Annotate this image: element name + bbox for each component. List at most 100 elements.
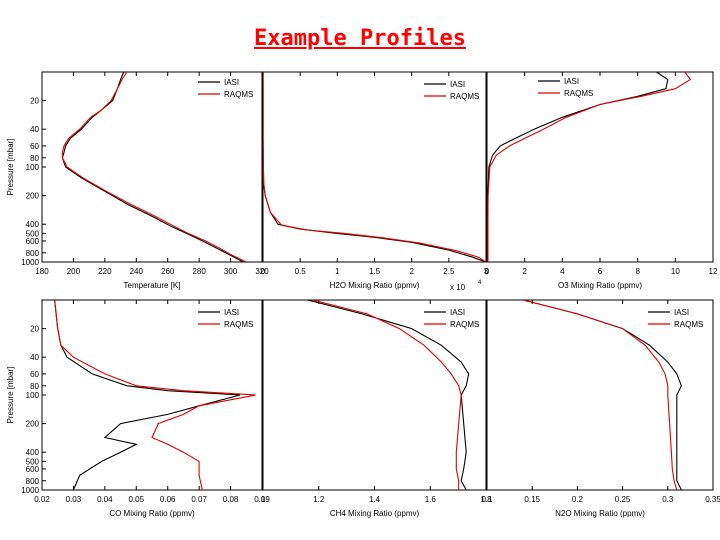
panel-6-x-label: N2O Mixing Ratio (ppmv) — [555, 509, 645, 518]
panel-1-x-tick-label: 200 — [67, 267, 81, 276]
panel-6-series-iasi-line — [523, 300, 683, 490]
panel-1-y-tick-label: 40 — [30, 125, 39, 134]
panel-6-legend-label-raqms: RAQMS — [674, 320, 703, 329]
panel-5-x-tick-label: 1.2 — [313, 495, 325, 504]
panel-5-x-tick-label: 1.6 — [425, 495, 437, 504]
panel-4-x-tick-label: 0.07 — [191, 495, 207, 504]
panel-4-y-tick-label: 40 — [30, 353, 39, 362]
panel-1-x-tick-label: 260 — [161, 267, 175, 276]
panel-1-legend-label-iasi: IASI — [224, 78, 239, 87]
panel-1-y-label: Pressure [mbar] — [6, 139, 15, 196]
panel-2-x-label: H2O Mixing Ratio (ppmv) — [330, 281, 420, 290]
panel-6-x-tick-label: 0.3 — [662, 495, 674, 504]
panel-6-x-tick-label: 0.15 — [524, 495, 540, 504]
panel-4-x-tick-label: 0.02 — [34, 495, 50, 504]
panel-1-frame — [41, 71, 263, 263]
panel-1-x-tick-label: 220 — [98, 267, 112, 276]
panel-4-y-tick-label: 600 — [26, 465, 40, 474]
panel-4-y-tick-label: 200 — [26, 420, 40, 429]
panel-6-series-raqms-line — [523, 300, 678, 490]
panel-1-series-iasi-line — [61, 72, 244, 262]
panel-1-x-tick-label: 280 — [192, 267, 206, 276]
panel-4-y-tick-label: 1000 — [21, 486, 39, 495]
panel-1-x-label: Temperature [K] — [124, 281, 181, 290]
panel-5-x-label: CH4 Mixing Ratio (ppmv) — [330, 509, 420, 518]
panel-3-x-tick-label: 0 — [485, 267, 490, 276]
panel-3-x-tick-label: 4 — [560, 267, 565, 276]
panel-4-x-label: CO Mixing Ratio (ppmv) — [109, 509, 195, 518]
panel-3-series-iasi-line — [487, 72, 669, 262]
panel-2-x-tick-label: 2 — [409, 267, 414, 276]
panel-2-x-tick-label: 0 — [261, 267, 266, 276]
panel-5-x-tick-label: 1.4 — [369, 495, 381, 504]
panel-4-x-tick-label: 0.09 — [254, 495, 270, 504]
panel-1-y-tick-label: 200 — [26, 192, 40, 201]
panel-4-series-iasi-line — [54, 300, 241, 490]
panel-1-y-tick-label: 100 — [26, 163, 40, 172]
panel-5-series-raqms-line — [312, 300, 462, 490]
panel-2-legend-label-iasi: IASI — [450, 80, 465, 89]
panel-2-x-tick-label: 0.5 — [295, 267, 307, 276]
panel-6-x-tick-label: 0.1 — [481, 495, 493, 504]
panel-1-y-tick-label: 800 — [26, 249, 40, 258]
panel-3-x-tick-label: 12 — [709, 267, 718, 276]
panel-2-x-exponent: x 10 — [450, 283, 466, 292]
panel-4-y-tick-label: 500 — [26, 457, 40, 466]
panel-6-x-tick-label: 0.25 — [615, 495, 631, 504]
panel-4-y-label: Pressure [mbar] — [6, 367, 15, 424]
panel-3-legend-label-raqms: RAQMS — [564, 89, 593, 98]
panel-3-legend-label-iasi: IASI — [564, 77, 579, 86]
panel-2-x-tick-label: 2.5 — [443, 267, 455, 276]
panel-4-y-tick-label: 20 — [30, 325, 39, 334]
panel-1-y-tick-label: 500 — [26, 229, 40, 238]
panel-4-legend-label-iasi: IASI — [224, 308, 239, 317]
panel-6-legend-label-iasi: IASI — [674, 308, 689, 317]
panel-3-x-tick-label: 10 — [671, 267, 680, 276]
panel-1-y-tick-label: 400 — [26, 220, 40, 229]
panel-2-series-raqms-line — [263, 72, 486, 262]
panel-4-x-tick-label: 0.04 — [97, 495, 113, 504]
panel-4-y-tick-label: 80 — [30, 382, 39, 391]
panel-6-x-tick-label: 0.2 — [572, 495, 584, 504]
panel-1-x-tick-label: 320 — [255, 267, 269, 276]
panel-2-legend-label-raqms: RAQMS — [450, 92, 479, 101]
panel-3-series-raqms-line — [487, 72, 692, 262]
panel-4-y-tick-label: 60 — [30, 370, 39, 379]
panel-5-legend-label-iasi: IASI — [450, 308, 465, 317]
panel-3-x-tick-label: 2 — [522, 267, 527, 276]
panel-1-y-tick-label: 600 — [26, 237, 40, 246]
panel-4-x-tick-label: 0.05 — [128, 495, 144, 504]
panel-5-x-tick-label: 1.8 — [480, 495, 492, 504]
panel-3-x-tick-label: 8 — [635, 267, 640, 276]
panel-4-x-tick-label: 0.06 — [160, 495, 176, 504]
panel-3-x-tick-label: 6 — [598, 267, 603, 276]
panel-1-y-tick-label: 80 — [30, 154, 39, 163]
panel-1-x-tick-label: 240 — [130, 267, 144, 276]
panel-4-y-tick-label: 800 — [26, 477, 40, 486]
panel-3-x-label: O3 Mixing Ratio (ppmv) — [558, 281, 642, 290]
panel-4-x-tick-label: 0.08 — [223, 495, 239, 504]
panel-1-y-tick-label: 1000 — [21, 258, 39, 267]
panel-3-frame — [486, 71, 714, 263]
panel-6-frame — [486, 299, 714, 491]
panel-2-x-tick-label: 1 — [335, 267, 340, 276]
panel-5-legend-label-raqms: RAQMS — [450, 320, 479, 329]
panel-5-x-tick-label: 1 — [261, 495, 266, 504]
panel-1-x-tick-label: 300 — [224, 267, 238, 276]
panel-4-legend-label-raqms: RAQMS — [224, 320, 253, 329]
panel-2-x-tick-label: 1.5 — [369, 267, 381, 276]
panel-2-x-tick-label: 3 — [484, 267, 489, 276]
panel-1-x-tick-label: 180 — [35, 267, 49, 276]
panel-4-x-tick-label: 0.03 — [66, 495, 82, 504]
panel-1-legend-label-raqms: RAQMS — [224, 90, 253, 99]
panel-1-series-raqms-line — [61, 72, 247, 262]
panel-2-x-exponent-power: 4 — [478, 280, 482, 286]
panel-4-y-tick-label: 100 — [26, 391, 40, 400]
panel-4-series-raqms-line — [54, 300, 256, 490]
panel-5-series-iasi-line — [307, 300, 470, 490]
panel-4-y-tick-label: 400 — [26, 448, 40, 457]
panel-1-y-tick-label: 60 — [30, 142, 39, 151]
panel-1-y-tick-label: 20 — [30, 97, 39, 106]
page-title: Example Profiles — [254, 26, 466, 51]
